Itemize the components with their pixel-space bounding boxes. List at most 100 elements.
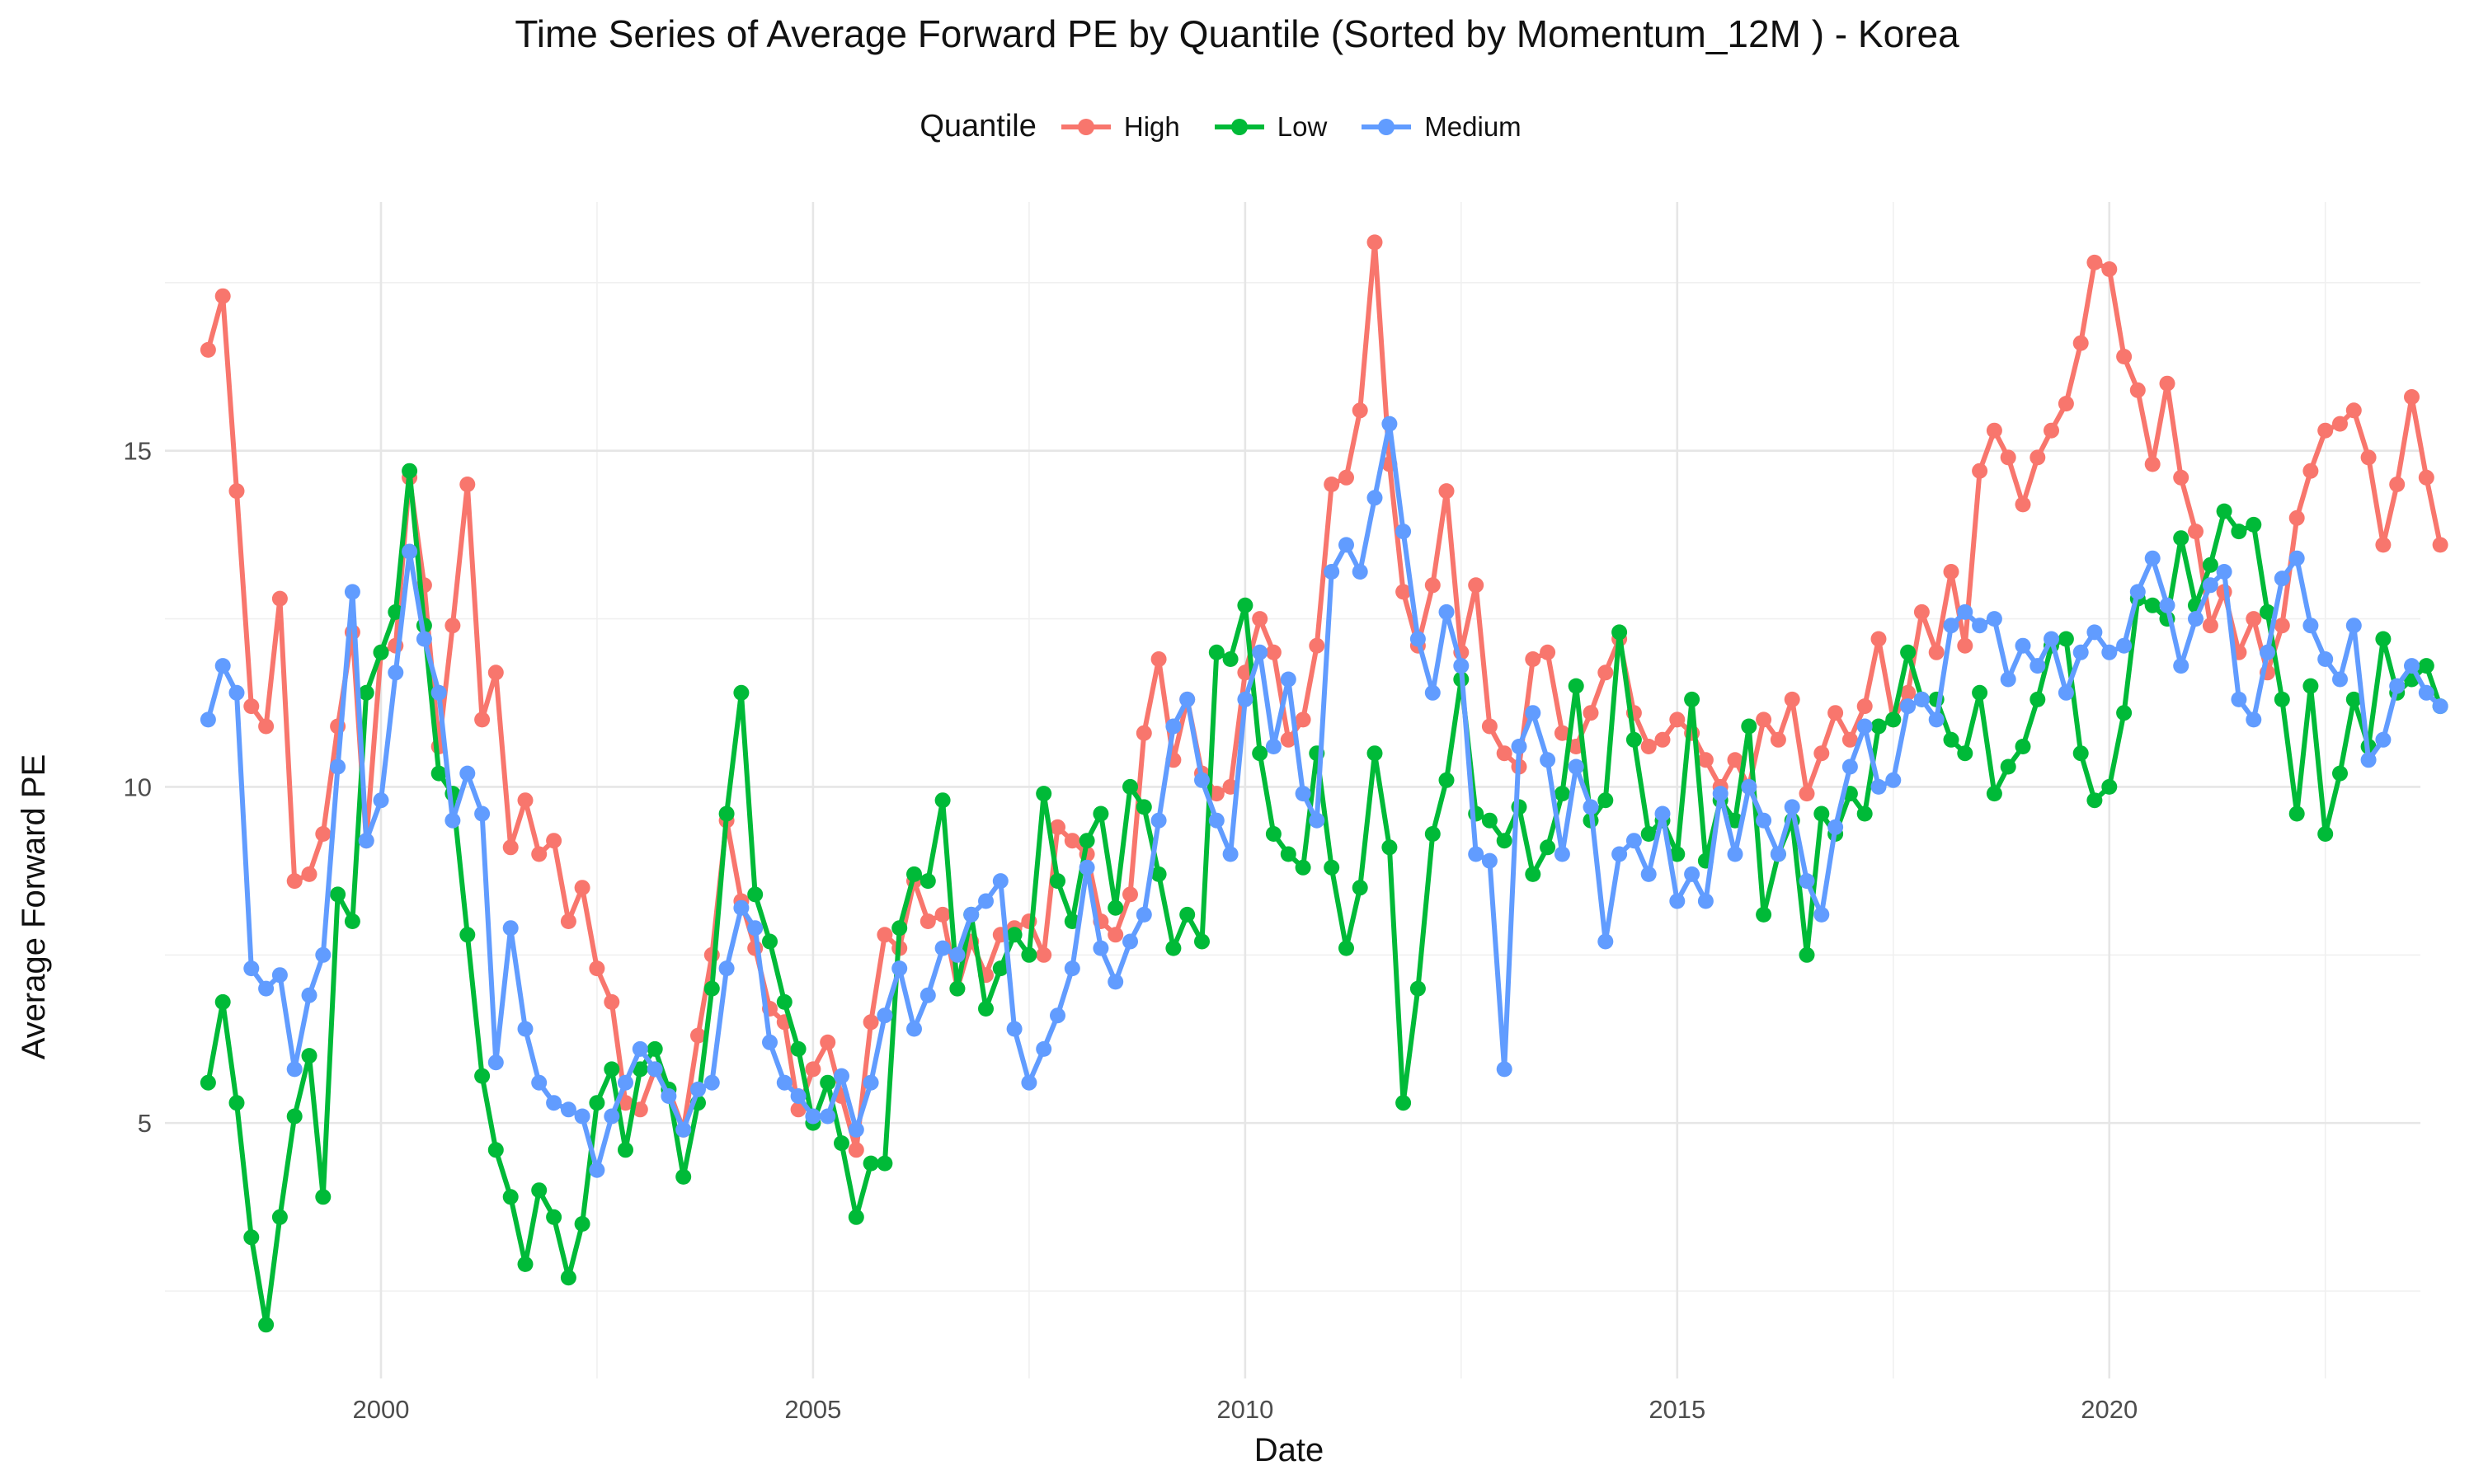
point-medium-24	[546, 1095, 562, 1111]
point-low-11	[358, 684, 374, 701]
legend-item-high[interactable]: High	[1060, 110, 1180, 143]
point-medium-144	[2274, 571, 2290, 587]
point-high-116	[1870, 631, 1887, 647]
point-medium-48	[891, 960, 908, 977]
point-high-4	[258, 718, 275, 735]
point-medium-154	[2418, 684, 2434, 701]
point-high-96	[1583, 705, 1599, 721]
point-high-121	[1943, 564, 1959, 580]
point-medium-143	[2260, 644, 2275, 660]
point-medium-120	[1928, 711, 1945, 728]
point-low-125	[2000, 758, 2016, 775]
point-high-106	[1727, 752, 1743, 768]
point-high-126	[2015, 496, 2031, 513]
point-medium-111	[1799, 873, 1815, 890]
point-medium-127	[2030, 658, 2046, 674]
point-high-28	[604, 993, 620, 1010]
point-low-143	[2260, 603, 2275, 620]
point-medium-99	[1625, 833, 1642, 849]
point-low-41	[790, 1040, 807, 1057]
point-low-90	[1496, 833, 1512, 849]
point-medium-129	[2058, 684, 2074, 701]
point-medium-39	[762, 1034, 778, 1050]
point-high-60	[1064, 833, 1080, 849]
point-low-66	[1150, 866, 1167, 882]
point-medium-40	[776, 1074, 793, 1091]
point-medium-105	[1712, 786, 1729, 802]
point-high-89	[1481, 718, 1498, 735]
point-high-23	[531, 846, 548, 862]
point-medium-38	[747, 920, 764, 937]
point-medium-67	[1165, 718, 1182, 735]
point-high-85	[1424, 577, 1441, 594]
point-medium-52	[949, 946, 966, 963]
point-medium-145	[2288, 550, 2305, 566]
point-medium-119	[1913, 691, 1930, 707]
point-high-125	[2000, 449, 2016, 466]
point-medium-62	[1093, 940, 1109, 956]
point-medium-73	[1252, 644, 1268, 660]
point-high-112	[1813, 745, 1830, 762]
point-high-22	[517, 792, 534, 809]
point-medium-82	[1381, 416, 1398, 432]
legend-key-low-icon	[1214, 118, 1264, 135]
point-medium-131	[2086, 624, 2103, 641]
point-medium-112	[1813, 906, 1830, 923]
point-high-148	[2332, 416, 2348, 432]
point-high-50	[920, 913, 936, 929]
point-medium-102	[1669, 893, 1686, 909]
point-low-116	[1870, 718, 1887, 735]
point-medium-138	[2188, 611, 2204, 627]
point-medium-27	[589, 1162, 605, 1178]
point-medium-63	[1108, 974, 1124, 990]
point-high-20	[487, 665, 504, 681]
point-low-58	[1036, 786, 1052, 802]
point-high-127	[2030, 449, 2046, 466]
point-high-24	[546, 833, 562, 849]
point-low-67	[1165, 940, 1182, 956]
point-high-70	[1208, 786, 1225, 802]
point-low-115	[1856, 805, 1873, 822]
point-low-16	[430, 765, 447, 782]
legend-item-low[interactable]: Low	[1213, 110, 1327, 143]
point-low-20	[487, 1142, 504, 1158]
point-high-155	[2432, 537, 2448, 553]
point-medium-85	[1424, 684, 1441, 701]
point-low-149	[2345, 691, 2362, 707]
point-high-94	[1554, 725, 1570, 741]
point-medium-122	[1957, 603, 1973, 620]
point-medium-124	[1986, 611, 2002, 627]
point-high-129	[2058, 396, 2074, 412]
point-low-145	[2288, 805, 2305, 822]
legend-item-medium[interactable]: Medium	[1360, 110, 1522, 143]
point-medium-70	[1208, 812, 1225, 829]
point-low-86	[1438, 772, 1455, 788]
point-high-136	[2159, 375, 2175, 392]
point-low-1	[214, 993, 231, 1010]
point-low-22	[517, 1256, 534, 1272]
point-medium-13	[388, 665, 404, 681]
point-medium-9	[330, 758, 346, 775]
point-low-46	[863, 1155, 879, 1172]
point-low-49	[906, 866, 922, 882]
y-tick-label-10: 10	[124, 773, 152, 801]
point-medium-69	[1194, 772, 1210, 788]
point-medium-2	[228, 684, 245, 701]
point-high-97	[1597, 665, 1614, 681]
point-high-66	[1150, 651, 1167, 667]
point-low-59	[1050, 873, 1065, 890]
point-high-29	[618, 1095, 633, 1111]
x-tick-label-2005: 2005	[784, 1395, 841, 1424]
point-medium-60	[1064, 960, 1080, 977]
point-high-45	[848, 1142, 864, 1158]
point-high-43	[820, 1034, 836, 1050]
point-medium-65	[1136, 906, 1152, 923]
point-high-8	[315, 826, 332, 842]
point-low-74	[1265, 826, 1282, 842]
point-high-108	[1756, 711, 1772, 728]
point-low-69	[1194, 933, 1210, 950]
series-medium	[200, 416, 2448, 1178]
series-layer	[200, 234, 2448, 1333]
point-medium-79	[1338, 537, 1354, 553]
